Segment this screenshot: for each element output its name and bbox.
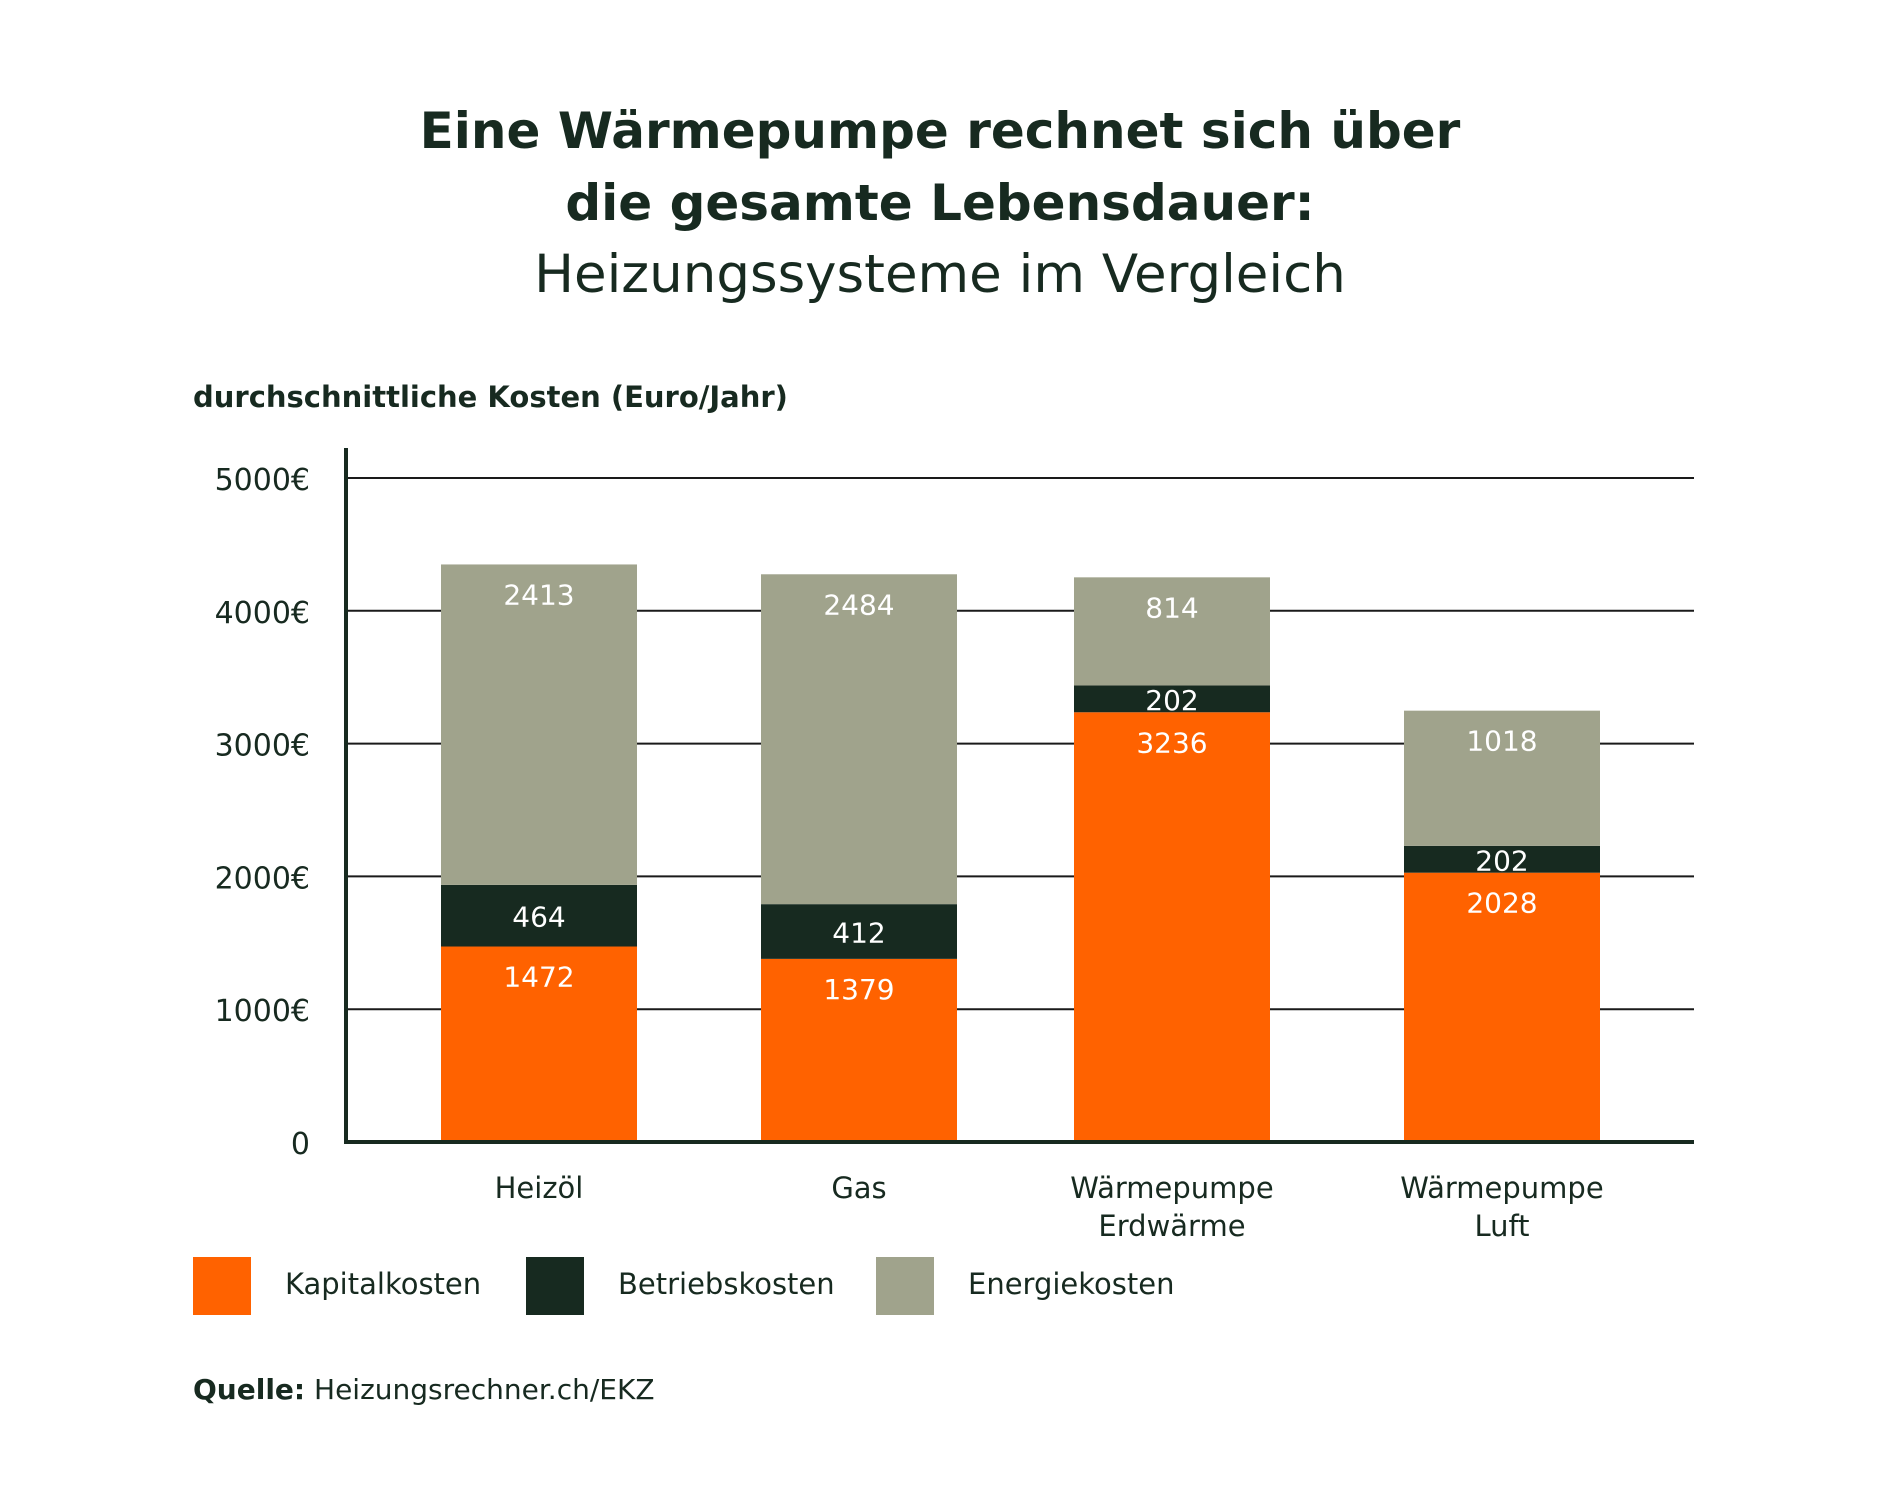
legend-label-kapitalkosten: Kapitalkosten	[285, 1267, 482, 1301]
y-axis-label: durchschnittliche Kosten (Euro/Jahr)	[193, 380, 788, 414]
data-label-3-0: 2028	[1466, 887, 1537, 920]
legend: Kapitalkosten Betriebskosten Energiekost…	[0, 1257, 1880, 1317]
data-label-1-1: 412	[832, 917, 885, 950]
chart-title: Eine Wärmepumpe rechnet sich über die ge…	[0, 95, 1880, 311]
data-label-1-2: 2484	[823, 588, 894, 621]
data-label-1-0: 1379	[823, 973, 894, 1006]
x-tick-label-2-0: Wärmepumpe	[1070, 1171, 1273, 1205]
bar-segment-1-2	[761, 574, 957, 905]
y-tick-label-3000: 3000€	[215, 729, 310, 764]
x-tick-label-1-0: Gas	[831, 1171, 886, 1205]
bar-segment-0-1	[441, 884, 637, 947]
title-line-1: Eine Wärmepumpe rechnet sich über	[419, 102, 1461, 160]
x-tick-label-3-1: Luft	[1474, 1209, 1529, 1243]
chart-subtitle: Heizungssysteme im Vergleich	[534, 244, 1346, 305]
bar-segment-1-0	[761, 958, 957, 1142]
bar-segment-3-0	[1404, 872, 1600, 1142]
legend-swatch-energiekosten	[876, 1257, 934, 1315]
x-tick-label-2-1: Erdwärme	[1098, 1209, 1245, 1243]
data-label-0-1: 464	[512, 901, 565, 934]
legend-swatch-betriebskosten	[526, 1257, 584, 1315]
x-tick-label-0-0: Heizöl	[495, 1171, 584, 1205]
bar-segment-1-1	[761, 904, 957, 959]
bar-segment-2-1	[1074, 685, 1270, 713]
data-label-2-2: 814	[1145, 591, 1198, 624]
x-tick-label-3-0: Wärmepumpe	[1400, 1171, 1603, 1205]
y-tick-label-0: 0	[291, 1127, 310, 1162]
bar-segment-2-0	[1074, 712, 1270, 1142]
legend-label-energiekosten: Energiekosten	[968, 1267, 1175, 1301]
legend-label-betriebskosten: Betriebskosten	[618, 1267, 835, 1301]
data-label-0-0: 1472	[503, 961, 574, 994]
y-tick-label-1000: 1000€	[215, 994, 310, 1029]
data-label-3-1: 202	[1475, 844, 1528, 877]
bar-segment-3-1	[1404, 845, 1600, 873]
y-tick-label-4000: 4000€	[215, 596, 310, 631]
source-text: Heizungsrechner.ch/EKZ	[314, 1373, 655, 1406]
title-line-2: die gesamte Lebensdauer:	[565, 174, 1315, 232]
y-tick-label-5000: 5000€	[215, 463, 310, 498]
y-tick-label-2000: 2000€	[215, 861, 310, 896]
data-label-2-1: 202	[1145, 684, 1198, 717]
source-note: Quelle: Heizungsrechner.ch/EKZ	[193, 1373, 655, 1406]
bar-segment-0-2	[441, 564, 637, 885]
bar-segment-0-0	[441, 946, 637, 1142]
data-label-0-2: 2413	[503, 578, 574, 611]
bar-segment-2-2	[1074, 577, 1270, 686]
bar-segment-3-2	[1404, 710, 1600, 846]
data-label-2-0: 3236	[1136, 726, 1207, 759]
source-label: Quelle:	[193, 1373, 306, 1406]
data-label-3-2: 1018	[1466, 725, 1537, 758]
legend-swatch-kapitalkosten	[193, 1257, 251, 1315]
